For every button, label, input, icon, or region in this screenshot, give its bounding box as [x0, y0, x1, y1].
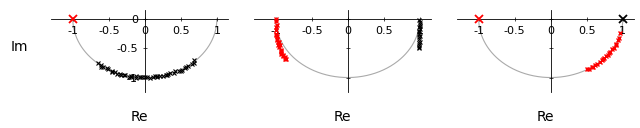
X-axis label: Re: Re — [131, 110, 148, 124]
Y-axis label: Im: Im — [11, 40, 28, 54]
X-axis label: Re: Re — [333, 110, 351, 124]
X-axis label: Re: Re — [536, 110, 554, 124]
